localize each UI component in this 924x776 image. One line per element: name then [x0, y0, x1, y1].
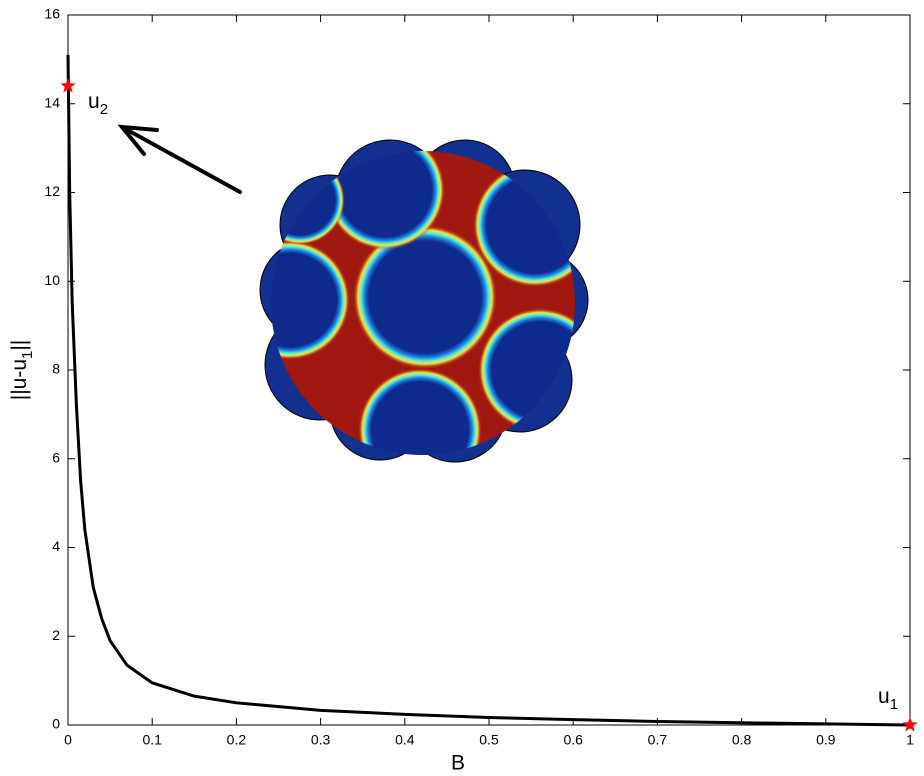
x-tick-label: 0.4 [395, 732, 415, 748]
x-tick-label: 0.1 [142, 732, 162, 748]
y-tick-label: 14 [44, 94, 60, 110]
arrow [117, 124, 242, 194]
y-tick-label: 4 [52, 538, 60, 554]
y-tick-label: 10 [44, 272, 60, 288]
y-axis-label: ||u-u1|| [8, 340, 37, 401]
x-tick-label: 0.8 [732, 732, 752, 748]
inset-sphere [259, 139, 589, 463]
y-tick-label: 0 [52, 716, 60, 732]
annotation: u1 [878, 685, 898, 714]
y-axis-label-part: || [8, 340, 31, 351]
star-marker [60, 78, 76, 93]
annotation-text: u [88, 90, 100, 113]
y-tick-label: 2 [52, 627, 60, 643]
x-tick-label: 0.2 [227, 732, 247, 748]
y-axis-label-sub: 1 [19, 351, 36, 359]
y-tick-label: 8 [52, 361, 60, 377]
star-marker [902, 717, 918, 732]
annotation-text: u [878, 685, 890, 708]
y-tick-label: 6 [52, 449, 60, 465]
x-tick-label: 1 [906, 732, 914, 748]
x-tick-label: 0.3 [311, 732, 331, 748]
annotation: u2 [88, 90, 108, 119]
x-tick-label: 0.5 [479, 732, 499, 748]
x-tick-label: 0 [64, 732, 72, 748]
x-tick-label: 0.6 [563, 732, 583, 748]
annotation-sub: 2 [100, 101, 108, 118]
y-axis-label-part: ||u-u [8, 359, 31, 400]
y-tick-label: 16 [44, 6, 60, 22]
y-tick-label: 12 [44, 183, 60, 199]
x-axis-label: B [451, 752, 465, 775]
x-tick-label: 0.7 [648, 732, 668, 748]
data-line [66, 54, 911, 727]
x-tick-label: 0.9 [816, 732, 836, 748]
annotation-sub: 1 [890, 696, 898, 713]
